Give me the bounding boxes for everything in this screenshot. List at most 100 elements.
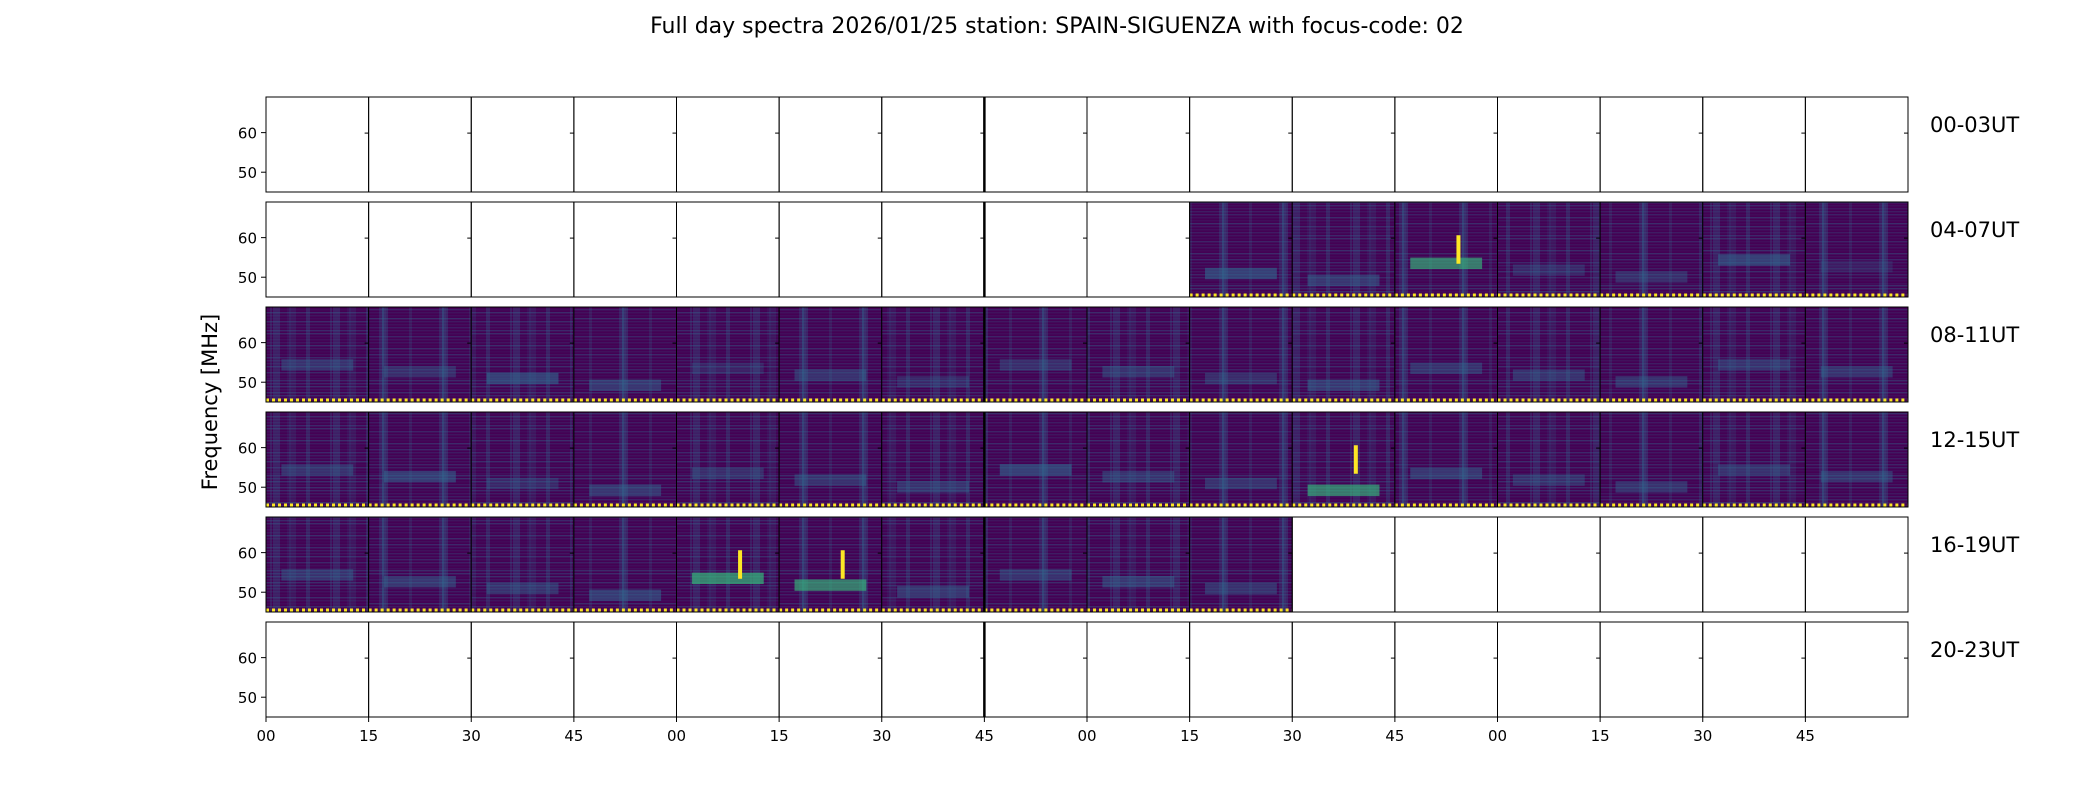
row-time-label: 16-19UT xyxy=(1930,533,2019,557)
spectrum-texture xyxy=(266,307,369,402)
panel-border xyxy=(1804,411,1909,508)
panel-border xyxy=(368,96,472,193)
emission-band xyxy=(1820,471,1893,483)
x-tick-label: 00 xyxy=(256,727,275,745)
spectrum-texture xyxy=(1702,202,1806,297)
spectrum-texture xyxy=(676,517,780,612)
spectrum-texture xyxy=(1189,412,1293,507)
peak-mark xyxy=(1456,235,1461,264)
emission-band xyxy=(1102,471,1175,483)
panel-border xyxy=(1497,96,1601,193)
x-tick-label: 00 xyxy=(1077,727,1096,745)
emission-band xyxy=(999,569,1072,581)
spectrum-texture xyxy=(1087,517,1190,612)
spectrum-texture xyxy=(1394,307,1498,402)
panel-border xyxy=(1497,516,1601,613)
panel-border xyxy=(881,96,985,193)
panel-border xyxy=(1291,621,1396,718)
panel-border xyxy=(1804,306,1909,403)
emission-band xyxy=(1512,474,1585,486)
emission-band xyxy=(1410,362,1483,375)
spectrum-texture xyxy=(1087,307,1190,402)
emission-band xyxy=(589,379,662,392)
spectrum-texture xyxy=(1497,307,1601,402)
peak-mark xyxy=(738,550,743,579)
emission-band xyxy=(1615,271,1688,283)
spectrum-texture xyxy=(676,412,780,507)
emission-band xyxy=(486,477,559,490)
emission-band xyxy=(1718,254,1790,266)
x-tick-label: 15 xyxy=(1591,727,1610,745)
spectrum-texture xyxy=(471,517,574,612)
panel-border xyxy=(778,96,883,193)
spectrum-texture xyxy=(266,412,369,507)
x-tick-label: 15 xyxy=(770,727,789,745)
spectrum-texture xyxy=(1189,517,1293,612)
spectrum-texture xyxy=(984,412,1087,507)
panel-border xyxy=(1291,96,1396,193)
emission-band xyxy=(1410,467,1483,480)
y-tick-label: 50 xyxy=(238,374,257,392)
emission-band xyxy=(1102,576,1175,588)
y-axis-label: Frequency [MHz] xyxy=(198,314,222,490)
peak-mark xyxy=(1353,445,1358,474)
panel-border xyxy=(1086,96,1191,193)
panel-border xyxy=(1394,516,1498,613)
emission-band xyxy=(897,376,969,388)
emission-band xyxy=(1205,267,1277,280)
peak-mark xyxy=(840,550,845,579)
spectrum-texture xyxy=(1702,307,1806,402)
spectrum-texture xyxy=(1702,412,1806,507)
spectrum-texture xyxy=(1805,307,1908,402)
panel-border xyxy=(676,621,780,718)
panel-border xyxy=(1702,96,1806,193)
emission-band xyxy=(999,464,1072,476)
emission-band xyxy=(1205,477,1277,490)
panel-border xyxy=(265,96,370,193)
panel-border xyxy=(1086,621,1191,718)
emission-band xyxy=(999,359,1072,371)
spectrum-texture xyxy=(779,517,882,612)
spectrum-texture xyxy=(984,307,1087,402)
panel-border xyxy=(368,201,472,298)
panel-border xyxy=(1394,96,1498,193)
emission-band xyxy=(589,589,662,602)
spectrum-texture xyxy=(1497,412,1601,507)
emission-band xyxy=(1615,376,1688,388)
emission-band xyxy=(281,359,354,371)
emission-band xyxy=(1205,582,1277,595)
chart-title: Full day spectra 2026/01/25 station: SPA… xyxy=(650,14,1464,39)
emission-band xyxy=(794,474,867,486)
panel-border xyxy=(573,201,677,298)
emission-band xyxy=(1102,366,1175,378)
spectrum-texture xyxy=(984,517,1087,612)
emission-band xyxy=(384,471,456,483)
panel-border xyxy=(1804,96,1909,193)
spectrum-texture xyxy=(368,517,472,612)
row-time-label: 08-11UT xyxy=(1930,323,2019,347)
emission-band xyxy=(486,372,559,385)
spectrum-texture xyxy=(1497,202,1601,297)
panel-border xyxy=(1804,516,1909,613)
emission-band xyxy=(1820,261,1893,273)
spectrum-texture xyxy=(881,412,985,507)
panel-border xyxy=(1599,516,1704,613)
y-tick-label: 60 xyxy=(238,650,257,668)
panel-row: 50 60 04-07UT xyxy=(238,201,2019,298)
row-time-label: 12-15UT xyxy=(1930,428,2019,452)
panel-border xyxy=(1394,621,1498,718)
emission-band xyxy=(1615,481,1688,493)
panel-border xyxy=(881,201,985,298)
panel-border xyxy=(983,201,1088,298)
y-tick-label: 60 xyxy=(238,125,257,143)
emission-band xyxy=(897,481,969,493)
x-axis-ticks: 00 15 30 45 00 15 30 45 00 15 30 45 00 15 30 45 xyxy=(256,717,1815,745)
y-tick-label: 50 xyxy=(238,269,257,287)
spectrum-texture xyxy=(1600,307,1703,402)
spectrum-texture xyxy=(1394,202,1498,297)
y-tick-label: 60 xyxy=(238,230,257,248)
spectrum-texture xyxy=(1087,412,1190,507)
emission-band xyxy=(1718,464,1790,476)
panel-border xyxy=(573,96,677,193)
